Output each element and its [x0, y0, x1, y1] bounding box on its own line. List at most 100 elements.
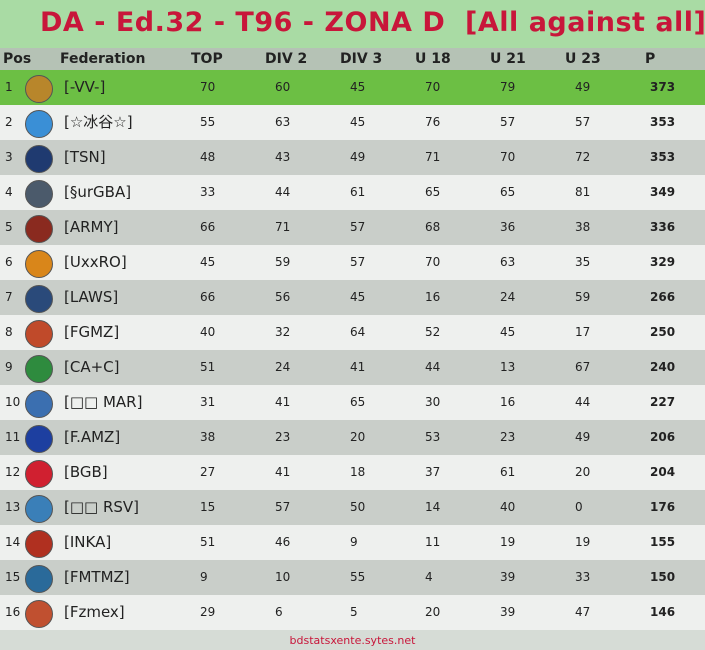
table-cell: 48 [200, 150, 216, 164]
table-cell: 45 [350, 290, 366, 304]
federation-name: [☆冰谷☆] [64, 113, 133, 131]
table-cell: 155 [650, 535, 676, 549]
table-cell: 20 [425, 605, 441, 619]
federation-name: [INKA] [64, 533, 112, 551]
table-cell: 65 [350, 395, 366, 409]
table-cell: 76 [425, 115, 441, 129]
table-cell: 46 [275, 535, 291, 549]
table-cell: 10 [5, 395, 21, 409]
table-cell: 6 [275, 605, 283, 619]
table-cell: 9 [5, 360, 13, 374]
table-cell: 59 [575, 290, 591, 304]
table-cell: 18 [350, 465, 366, 479]
table-cell: 66 [200, 290, 216, 304]
table-cell: 44 [275, 185, 291, 199]
team-icon [25, 320, 53, 348]
table-cell: 57 [350, 220, 366, 234]
team-icon [25, 145, 53, 173]
table-cell: 44 [575, 395, 591, 409]
table-cell: 67 [575, 360, 591, 374]
team-icon [25, 215, 53, 243]
table-cell: 55 [200, 115, 216, 129]
column-header: P [645, 51, 656, 67]
table-cell: 9 [350, 535, 358, 549]
table-cell: 12 [5, 465, 21, 479]
table-cell: 79 [500, 80, 516, 94]
table-cell: 41 [350, 360, 366, 374]
table-row: 16 [Fzmex] 29 6 5 20 39 47 146 [0, 595, 705, 630]
table-cell: 31 [200, 395, 216, 409]
table-cell: 24 [500, 290, 516, 304]
table-cell: 204 [650, 465, 676, 479]
federation-name: [FMTMZ] [64, 568, 130, 586]
table-cell: 81 [575, 185, 591, 199]
table-header: Pos Federation TOP DIV 2 DIV 3 U 18 U 21 U 23 P [0, 48, 705, 70]
table-row: 10 [□□ MAR] 31 41 65 30 16 44 227 [0, 385, 705, 420]
table-cell: 16 [5, 605, 21, 619]
table-cell: 71 [275, 220, 291, 234]
table-row: 13 [□□ RSV] 15 57 50 14 40 0 176 [0, 490, 705, 525]
column-header: Pos [3, 51, 32, 67]
table-cell: 0 [575, 500, 583, 514]
table-row: 15 [FMTMZ] 9 10 55 4 39 33 150 [0, 560, 705, 595]
table-cell: 57 [575, 115, 591, 129]
column-header: TOP [191, 51, 223, 67]
table-cell: 3 [5, 150, 13, 164]
table-cell: 37 [425, 465, 441, 479]
table-cell: 38 [575, 220, 591, 234]
table-cell: 43 [275, 150, 291, 164]
table-cell: 63 [275, 115, 291, 129]
table-cell: 266 [650, 290, 676, 304]
table-row: 14 [INKA] 51 46 9 11 19 19 155 [0, 525, 705, 560]
table-cell: 39 [500, 605, 516, 619]
table-cell: 349 [650, 185, 676, 199]
table-cell: 13 [5, 500, 21, 514]
table-cell: 17 [575, 325, 591, 339]
table-cell: 45 [350, 80, 366, 94]
table-cell: 68 [425, 220, 441, 234]
table-cell: 33 [575, 570, 591, 584]
table-cell: 38 [200, 430, 216, 444]
table-cell: 65 [425, 185, 441, 199]
table-cell: 16 [500, 395, 516, 409]
table-row: 1 [-VV-] 70 60 45 70 79 49 373 [0, 70, 705, 105]
federation-name: [ARMY] [64, 218, 119, 236]
table-cell: 41 [275, 395, 291, 409]
table-cell: 35 [575, 255, 591, 269]
table-cell: 56 [275, 290, 291, 304]
federation-name: [UxxRO] [64, 253, 127, 271]
table-cell: 36 [500, 220, 516, 234]
table-cell: 240 [650, 360, 676, 374]
table-cell: 70 [500, 150, 516, 164]
table-cell: 9 [200, 570, 208, 584]
table-cell: 206 [650, 430, 676, 444]
table-cell: 70 [425, 255, 441, 269]
column-header: Federation [60, 51, 146, 67]
table-cell: 6 [5, 255, 13, 269]
table-cell: 20 [575, 465, 591, 479]
team-icon [25, 460, 53, 488]
column-header: U 21 [490, 51, 526, 67]
federation-name: [F.AMZ] [64, 428, 121, 446]
federation-name: [CA+C] [64, 358, 120, 376]
table-row: 9 [CA+C] 51 24 41 44 13 67 240 [0, 350, 705, 385]
table-row: 2 [☆冰谷☆] 55 63 45 76 57 57 353 [0, 105, 705, 140]
table-cell: 72 [575, 150, 591, 164]
table-cell: 23 [500, 430, 516, 444]
table-cell: 353 [650, 115, 676, 129]
table-row: 3 [TSN] 48 43 49 71 70 72 353 [0, 140, 705, 175]
column-header: U 23 [565, 51, 601, 67]
table-cell: 8 [5, 325, 13, 339]
table-cell: 14 [5, 535, 21, 549]
table-cell: 4 [5, 185, 13, 199]
table-cell: 59 [275, 255, 291, 269]
table-cell: 19 [575, 535, 591, 549]
table-cell: 71 [425, 150, 441, 164]
table-cell: 57 [275, 500, 291, 514]
federation-name: [§urGBA] [64, 183, 132, 201]
table-cell: 65 [500, 185, 516, 199]
team-icon [25, 250, 53, 278]
federation-name: [FGMZ] [64, 323, 120, 341]
table-cell: 24 [275, 360, 291, 374]
table-cell: 176 [650, 500, 676, 514]
